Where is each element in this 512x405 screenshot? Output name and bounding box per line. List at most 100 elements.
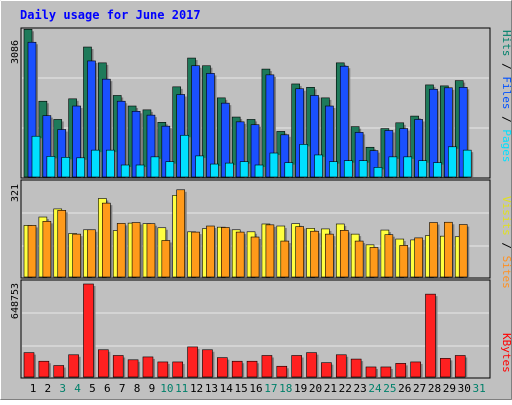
bar-hits_files_pages-pages-30 (462, 149, 472, 178)
bar-kbytes-kbytes-26 (395, 363, 407, 378)
day-label-14: 14 (220, 382, 234, 395)
day-label-11: 11 (175, 382, 188, 395)
bar-hits_files_pages-pages-10 (165, 161, 175, 178)
visits-max-label: 321 (10, 184, 21, 202)
bar-kbytes-kbytes-10 (157, 361, 169, 378)
bar-visits_sites-sites-28 (429, 222, 438, 278)
bar-kbytes-kbytes-28 (425, 293, 436, 378)
legend-layer: Hits / Files / Pages Visits / Sites KBytes (500, 30, 512, 373)
bar-hits_files_pages-pages-27 (418, 160, 427, 178)
day-label-21: 21 (324, 382, 337, 395)
bar-kbytes-kbytes-16 (246, 360, 258, 378)
day-label-30: 30 (458, 382, 471, 395)
bar-visits_sites-sites-24 (369, 247, 379, 278)
day-label-12: 12 (190, 382, 203, 395)
day-label-13: 13 (205, 382, 218, 395)
bar-hits_files_pages-files-22 (339, 65, 349, 178)
kbytes-max-label: 648753 (10, 283, 21, 319)
hits-max-label: 3086 (10, 40, 21, 64)
bar-visits_sites-sites-10 (161, 240, 171, 278)
bar-kbytes-kbytes-29 (440, 358, 451, 378)
bar-kbytes-kbytes-14 (217, 357, 228, 378)
bar-hits_files_pages-pages-23 (358, 160, 368, 178)
bar-visits_sites-sites-1 (27, 225, 37, 278)
legend-item-hits_files_pages-1: / (500, 57, 512, 70)
bar-visits_sites-sites-6 (102, 202, 111, 278)
bar-kbytes-kbytes-17 (261, 355, 273, 378)
day-label-19: 19 (294, 382, 307, 395)
bar-kbytes-kbytes-18 (276, 365, 288, 378)
legend-kbytes: KBytes (500, 333, 512, 373)
bars-layer (23, 28, 474, 378)
bar-kbytes-kbytes-30 (454, 355, 466, 378)
bar-visits_sites-sites-27 (414, 237, 423, 278)
bar-visits_sites-sites-14 (221, 227, 230, 278)
legend-item-kbytes-0: KBytes (500, 333, 512, 373)
bar-visits_sites-sites-17 (265, 224, 275, 278)
day-label-9: 9 (149, 382, 156, 395)
bar-hits_files_pages-pages-6 (106, 149, 115, 178)
bar-hits_files_pages-pages-17 (269, 152, 279, 178)
bar-kbytes-kbytes-8 (127, 359, 139, 378)
bar-visits_sites-sites-18 (280, 240, 290, 278)
bar-hits_files_pages-pages-12 (195, 155, 204, 178)
bar-kbytes-kbytes-20 (306, 352, 317, 378)
day-label-2: 2 (45, 382, 52, 395)
day-label-1: 1 (30, 382, 37, 395)
day-label-20: 20 (309, 382, 322, 395)
legend-item-visits_sites-1: / (500, 236, 512, 249)
chart-title: Daily usage for June 2017 (20, 8, 201, 22)
bar-hits_files_pages-pages-1 (31, 135, 41, 178)
bar-kbytes-kbytes-6 (98, 349, 109, 378)
legend-item-hits_files_pages-4: Pages (500, 123, 512, 163)
day-label-22: 22 (339, 382, 352, 395)
legend-item-hits_files_pages-0: Hits (500, 30, 512, 57)
bar-hits_files_pages-pages-11 (180, 134, 189, 178)
bar-visits_sites-sites-13 (206, 225, 215, 278)
legend-item-hits_files_pages-3: / (500, 110, 512, 123)
day-label-6: 6 (104, 382, 111, 395)
bar-hits_files_pages-pages-5 (91, 149, 100, 178)
bar-kbytes-kbytes-3 (53, 365, 65, 378)
bar-hits_files_pages-pages-24 (373, 167, 383, 178)
bar-kbytes-kbytes-7 (112, 355, 124, 378)
bar-hits_files_pages-pages-16 (254, 164, 264, 178)
day-labels: 1 2 3 4 5 6 7 8 9 10 11 12 13 14 15 16 17 18 19 20 21 22 23 24 2… (30, 382, 486, 395)
bar-hits_files_pages-pages-8 (135, 164, 145, 178)
bar-hits_files_pages-pages-22 (343, 160, 353, 178)
day-label-10: 10 (160, 382, 173, 395)
bar-hits_files_pages-pages-19 (299, 144, 308, 178)
bar-visits_sites-sites-20 (310, 230, 319, 278)
bar-kbytes-kbytes-23 (350, 358, 362, 378)
bar-hits_files_pages-pages-13 (210, 163, 219, 178)
day-label-17: 17 (264, 382, 277, 395)
day-label-24: 24 (368, 382, 382, 395)
bar-hits_files_pages-pages-14 (225, 162, 234, 178)
bar-visits_sites-sites-3 (57, 210, 67, 278)
bar-kbytes-kbytes-22 (335, 354, 347, 378)
day-label-8: 8 (134, 382, 141, 395)
day-label-25: 25 (383, 382, 396, 395)
bar-visits_sites-sites-26 (399, 245, 409, 278)
bar-kbytes-kbytes-21 (321, 362, 332, 378)
bar-visits_sites-sites-8 (131, 222, 141, 278)
bar-visits_sites-sites-15 (235, 231, 245, 278)
bar-kbytes-kbytes-1 (23, 352, 35, 378)
bar-visits_sites-sites-4 (72, 233, 81, 278)
bar-visits_sites-sites-29 (444, 221, 453, 278)
bar-kbytes-kbytes-25 (380, 366, 392, 378)
bar-kbytes-kbytes-24 (365, 366, 377, 378)
bar-visits_sites-sites-5 (87, 229, 96, 278)
bar-kbytes-kbytes-13 (202, 349, 213, 378)
bar-kbytes-kbytes-12 (187, 346, 198, 378)
legend-hits_files_pages: Hits / Files / Pages (500, 30, 512, 163)
bar-hits_files_pages-pages-18 (284, 162, 294, 178)
bar-visits_sites-sites-23 (354, 240, 364, 278)
day-label-3: 3 (59, 382, 66, 395)
bar-hits_files_pages-pages-9 (150, 156, 160, 178)
day-label-23: 23 (354, 382, 367, 395)
day-label-7: 7 (119, 382, 126, 395)
legend-item-visits_sites-2: Sites (500, 249, 512, 289)
